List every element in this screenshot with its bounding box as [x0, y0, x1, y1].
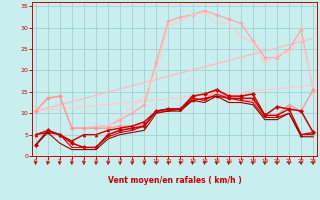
X-axis label: Vent moyen/en rafales ( km/h ): Vent moyen/en rafales ( km/h ) [108, 176, 241, 185]
